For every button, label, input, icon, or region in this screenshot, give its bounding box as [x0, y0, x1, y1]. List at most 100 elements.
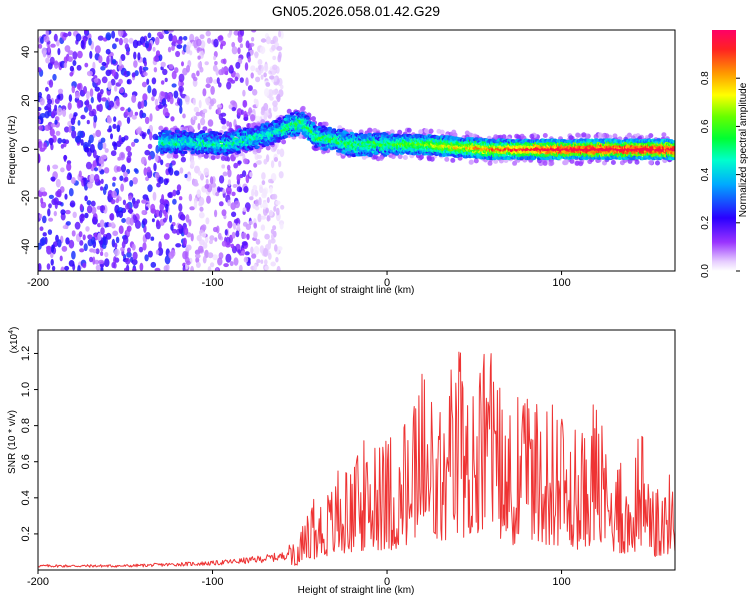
heatmap-cell — [163, 217, 167, 223]
heatmap-cell — [71, 129, 77, 139]
heatmap-cell — [90, 200, 96, 207]
heatmap-cell — [204, 235, 209, 244]
heatmap-cell — [221, 240, 227, 247]
heatmap-cell — [250, 246, 254, 255]
heatmap-cell — [43, 35, 50, 43]
heatmap-cell — [361, 154, 367, 160]
heatmap-cell — [139, 36, 146, 45]
heatmap-cell — [104, 148, 109, 153]
heatmap-cell — [229, 261, 234, 267]
heatmap-cell — [116, 124, 121, 133]
heatmap-cell — [234, 76, 239, 82]
heatmap-cell — [38, 154, 41, 163]
heatmap-cell — [82, 262, 87, 269]
heatmap-cell — [115, 236, 120, 244]
heatmap-cell — [93, 114, 98, 123]
heatmap-cell — [62, 225, 68, 230]
heatmap-cell — [230, 79, 236, 84]
heatmap-cell — [233, 219, 239, 224]
heatmap-cell — [272, 64, 278, 70]
heatmap-cell — [202, 126, 208, 132]
heatmap-cell — [247, 85, 253, 92]
heatmap-cell — [289, 112, 295, 116]
heatmap-cell — [116, 166, 122, 172]
heatmap-cell — [171, 228, 178, 234]
heatmap-cell — [56, 188, 62, 198]
heatmap-cell — [133, 60, 138, 68]
heatmap-cell — [278, 30, 282, 38]
heatmap-cell — [648, 160, 654, 165]
heatmap-cell — [140, 156, 147, 165]
heatmap-cell — [122, 199, 126, 206]
heatmap-cell — [80, 40, 85, 49]
heatmap-cell — [120, 54, 126, 61]
heatmap-cell — [215, 191, 220, 197]
heatmap-cell — [264, 88, 270, 97]
heatmap-cell — [473, 158, 479, 164]
heatmap-cell — [141, 210, 146, 215]
heatmap-cell — [195, 111, 201, 117]
heatmap-cell — [175, 50, 181, 58]
heatmap-cell — [246, 233, 250, 240]
heatmap-cell — [113, 116, 117, 122]
heatmap-cell — [178, 196, 183, 201]
heatmap-cell — [263, 64, 269, 72]
heatmap-cell — [226, 164, 231, 171]
heatmap-cell — [143, 99, 148, 107]
heatmap-cell — [223, 66, 229, 75]
heatmap-cell — [367, 127, 373, 133]
heatmap-cell — [104, 258, 110, 267]
heatmap-cell — [94, 86, 101, 92]
heatmap-cell — [65, 221, 71, 226]
heatmap-cell — [119, 87, 125, 94]
heatmap-cell — [68, 94, 73, 102]
heatmap-cell — [131, 114, 137, 120]
heatmap-cell — [274, 119, 279, 124]
heatmap-cell — [72, 211, 77, 218]
heatmap-cell — [50, 43, 56, 48]
heatmap-cell — [147, 184, 153, 193]
heatmap-cell — [264, 259, 268, 265]
heatmap-cell — [144, 254, 149, 262]
heatmap-cell — [92, 160, 97, 168]
heatmap-cell — [147, 32, 152, 39]
heatmap-cell — [266, 215, 270, 222]
heatmap-cell — [202, 255, 207, 264]
heatmap-cell — [196, 261, 201, 268]
heatmap-cell — [263, 248, 269, 257]
heatmap-cell — [84, 62, 89, 68]
heatmap-cell — [98, 166, 102, 172]
heatmap-cell — [200, 130, 206, 134]
heatmap-cell — [128, 37, 134, 44]
heatmap-cell — [227, 199, 231, 207]
heatmap-cell — [118, 210, 124, 218]
heatmap-cell — [271, 44, 276, 51]
heatmap-cell — [193, 116, 198, 121]
heatmap-cell — [269, 186, 273, 194]
heatmap-cell — [108, 222, 112, 228]
heatmap-cell — [182, 251, 188, 260]
heatmap-cell — [85, 161, 92, 170]
heatmap-cell — [88, 134, 94, 144]
heatmap-cell — [498, 158, 504, 164]
heatmap-cell — [137, 52, 141, 61]
heatmap-cell — [260, 74, 264, 80]
heatmap-cell — [46, 103, 52, 110]
heatmap-cell — [253, 263, 258, 271]
heatmap-cell — [439, 129, 445, 135]
heatmap-cell — [112, 43, 117, 50]
heatmap-cell — [154, 98, 159, 107]
heatmap-cell — [180, 81, 185, 87]
heatmap-cell — [397, 154, 403, 160]
heatmap-cell — [104, 251, 109, 258]
heatmap-cell — [202, 108, 208, 114]
heatmap-cell — [209, 176, 214, 185]
heatmap-cell — [254, 205, 260, 211]
heatmap-cell — [71, 250, 76, 260]
heatmap-cell — [207, 119, 214, 127]
heatmap-cell — [200, 173, 204, 181]
heatmap-cell — [268, 178, 273, 184]
heatmap-cell — [238, 187, 243, 193]
heatmap-cell — [101, 97, 107, 102]
heatmap-cell — [98, 55, 103, 64]
